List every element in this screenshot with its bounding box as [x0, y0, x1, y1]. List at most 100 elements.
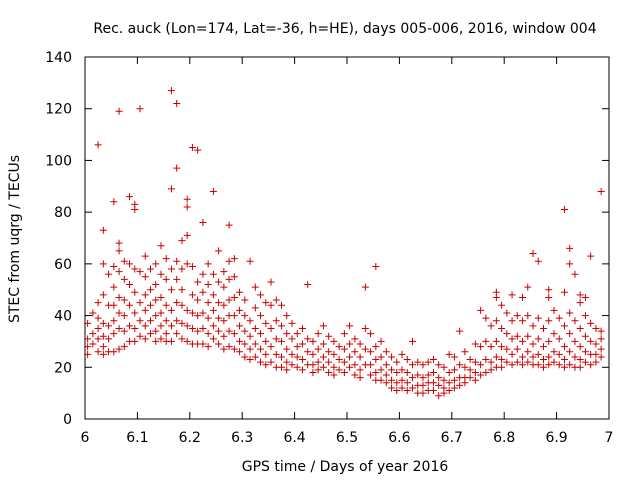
data-point: [241, 296, 249, 304]
data-point: [220, 332, 228, 340]
data-point: [99, 291, 107, 299]
data-point: [204, 260, 212, 268]
data-point: [513, 332, 521, 340]
data-point: [236, 306, 244, 314]
data-point: [555, 314, 563, 322]
data-point: [194, 278, 202, 286]
data-point: [262, 337, 270, 345]
data-point: [173, 164, 181, 172]
data-point: [403, 356, 411, 364]
data-point: [356, 353, 364, 361]
data-point: [356, 366, 364, 374]
data-point: [309, 350, 317, 358]
data-point: [105, 322, 113, 330]
data-point: [115, 345, 123, 353]
data-point: [183, 337, 191, 345]
data-point: [566, 309, 574, 317]
data-point: [393, 379, 401, 387]
data-point: [524, 358, 532, 366]
data-point: [471, 340, 479, 348]
data-point: [162, 301, 170, 309]
data-point: [534, 350, 542, 358]
data-point: [178, 335, 186, 343]
data-point: [99, 343, 107, 351]
data-point: [246, 317, 254, 325]
data-point: [278, 301, 285, 309]
data-point: [283, 330, 291, 338]
data-point: [120, 327, 128, 335]
data-point: [508, 350, 516, 358]
data-point: [120, 343, 128, 351]
data-point: [450, 366, 458, 374]
data-point: [120, 257, 128, 265]
data-point: [550, 358, 558, 366]
data-point: [576, 291, 584, 299]
data-point: [534, 257, 542, 265]
data-point: [409, 374, 416, 382]
data-point: [319, 322, 327, 330]
data-point: [503, 330, 511, 338]
data-point: [346, 353, 354, 361]
data-point: [429, 387, 437, 395]
data-point: [382, 371, 390, 379]
data-point: [157, 270, 165, 278]
data-point: [298, 356, 306, 364]
data-point: [141, 335, 149, 343]
data-point: [141, 306, 149, 314]
data-point: [325, 368, 333, 376]
data-point: [173, 299, 181, 307]
data-point: [110, 317, 118, 325]
data-point: [340, 345, 348, 353]
data-point: [367, 348, 375, 356]
data-point: [178, 301, 186, 309]
data-point: [288, 361, 296, 369]
data-point: [498, 301, 506, 309]
data-point: [314, 330, 322, 338]
data-point: [288, 350, 296, 358]
data-point: [545, 293, 553, 301]
data-point: [131, 265, 139, 273]
data-point: [115, 309, 123, 317]
data-point: [393, 368, 401, 376]
y-tick-label: 100: [45, 153, 72, 169]
data-point: [529, 353, 537, 361]
data-point: [340, 330, 348, 338]
data-point: [236, 348, 244, 356]
data-point: [131, 325, 139, 332]
data-point: [540, 343, 547, 351]
data-point: [560, 356, 568, 364]
x-tick-label: 6.8: [493, 430, 515, 446]
data-point: [251, 340, 259, 348]
data-point: [540, 325, 547, 332]
data-point: [576, 299, 584, 307]
data-point: [519, 293, 527, 301]
data-point: [555, 361, 563, 369]
data-point: [209, 291, 217, 299]
data-point: [298, 366, 306, 374]
data-point: [136, 299, 144, 307]
data-point: [335, 343, 343, 351]
data-point: [361, 283, 369, 291]
data-point: [178, 286, 186, 294]
data-point: [597, 353, 605, 361]
data-point: [157, 335, 165, 343]
data-point: [225, 343, 233, 351]
data-point: [257, 358, 265, 366]
data-point: [576, 356, 584, 364]
data-point: [251, 353, 259, 361]
data-point: [272, 296, 280, 304]
data-point: [529, 340, 537, 348]
data-point: [382, 348, 390, 356]
data-point: [414, 358, 422, 366]
data-point: [445, 350, 453, 358]
data-point: [162, 330, 170, 338]
data-point: [220, 345, 228, 353]
y-tick-label: 40: [54, 309, 72, 325]
data-point: [199, 340, 207, 348]
data-point: [508, 335, 516, 343]
data-point: [230, 312, 238, 320]
data-point: [581, 312, 589, 320]
data-point: [173, 100, 181, 108]
data-point: [477, 371, 485, 379]
